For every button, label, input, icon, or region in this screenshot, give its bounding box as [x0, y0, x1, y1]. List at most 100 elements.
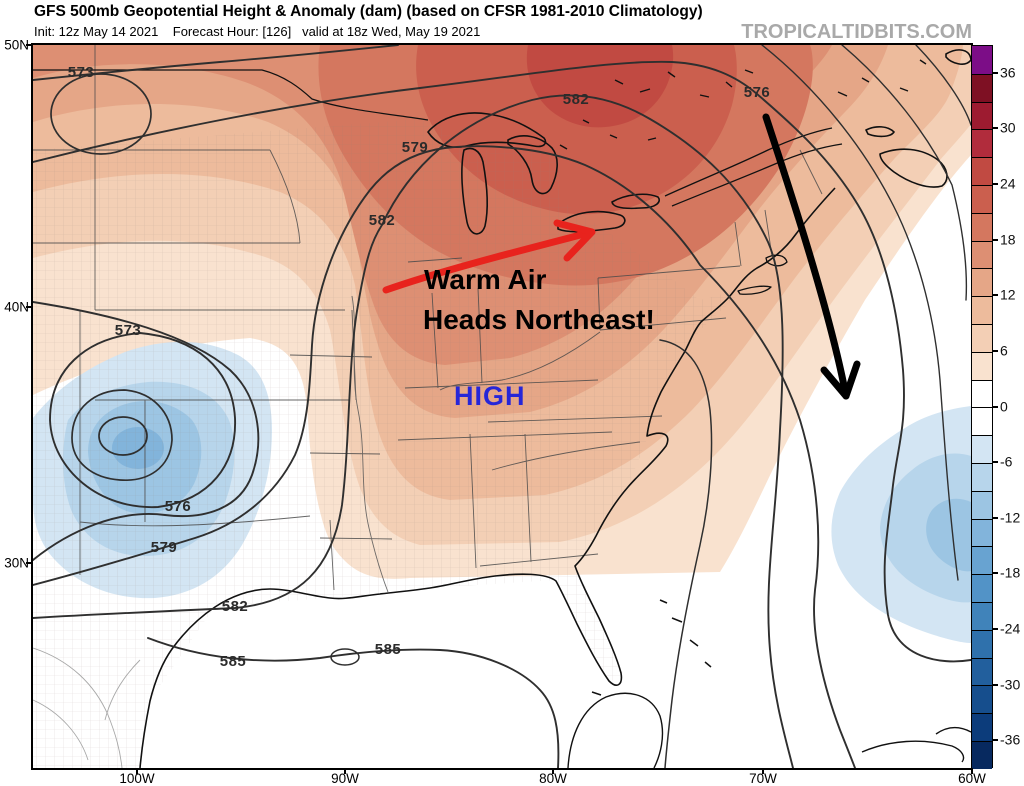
watermark: TROPICALTIDBITS.COM — [741, 21, 972, 43]
colorbar-label: 36 — [1000, 64, 1016, 81]
east-gulf-coastline — [139, 187, 836, 768]
annotation-arrows — [382, 113, 861, 400]
st-lawrence-river — [664, 127, 843, 207]
colorbar-segment — [972, 435, 992, 463]
colorbar-segment — [972, 574, 992, 602]
colorbar-segment — [972, 129, 992, 158]
colorbar-segment — [972, 296, 992, 324]
colorbar-segment — [972, 351, 992, 380]
contour-label: 579 — [150, 538, 178, 556]
colorbar-segment — [972, 184, 992, 213]
long-island — [737, 285, 772, 295]
colorbar-segment — [972, 740, 992, 769]
colorbar-tick — [993, 683, 998, 686]
colorbar-segment — [972, 629, 992, 658]
colorbar-segment — [972, 212, 992, 241]
colorbar-segment — [972, 713, 992, 741]
colorbar-segment — [972, 379, 992, 408]
contour-576-sw-wrap — [33, 301, 260, 561]
longitude-tick — [552, 768, 554, 774]
contour-northeast-fan-2 — [841, 45, 968, 301]
colorbar-segment — [972, 240, 992, 269]
black-arrow-head — [820, 360, 861, 400]
longitude-label: 90W — [331, 771, 359, 786]
contour-576-north — [33, 60, 971, 663]
contour-oval-northwest — [50, 73, 152, 155]
prince-edward-island — [865, 126, 895, 138]
colorbar-label: -36 — [1000, 731, 1021, 748]
colorbar-segment — [972, 101, 992, 130]
mississippi-river — [351, 295, 389, 593]
longitude-tick — [762, 768, 764, 774]
colorbar-label: 18 — [1000, 231, 1016, 248]
county-texture — [33, 118, 745, 768]
colorbar-label: 30 — [1000, 120, 1016, 137]
colorbar-segment — [972, 323, 992, 352]
longitude-label: 100W — [119, 771, 155, 786]
colorbar-tick — [993, 294, 998, 297]
colorbar-tick — [993, 461, 998, 464]
latitude-label: 30N — [4, 555, 29, 571]
latitude-label: 50N — [4, 37, 29, 53]
longitude-tick — [344, 768, 346, 774]
contour-label: 585 — [374, 640, 402, 658]
colorbar-tick — [993, 349, 998, 352]
lake-michigan — [461, 147, 488, 235]
state-lines — [33, 45, 823, 591]
colorbar — [971, 45, 993, 769]
colorbar-label: 0 — [1000, 398, 1008, 415]
colorbar-segment — [972, 157, 992, 185]
warm-level-24 — [526, 45, 674, 128]
contour-label: 582 — [562, 90, 590, 108]
nova-scotia — [879, 148, 948, 188]
colorbar-tick — [993, 572, 998, 575]
contour-582 — [33, 94, 794, 768]
latitude-tick — [26, 44, 33, 46]
colorbar-label: -30 — [1000, 676, 1021, 693]
coastlines — [33, 49, 971, 768]
annotation-warm-air-line2: Heads Northeast! — [423, 304, 655, 335]
mexico-state-lines — [33, 647, 141, 768]
colorbar-tick — [993, 739, 998, 742]
contour-label: 576 — [164, 497, 192, 515]
longitude-label: 80W — [539, 771, 567, 786]
contour-label: 582 — [368, 211, 396, 229]
longitude-tick — [136, 768, 138, 774]
longitude-tick — [971, 768, 973, 774]
colorbar-segment — [972, 490, 992, 519]
contour-label: 579 — [401, 138, 429, 156]
contour-label: 585 — [219, 652, 247, 670]
colorbar-tick — [993, 71, 998, 74]
page-title: GFS 500mb Geopotential Height & Anomaly … — [34, 3, 703, 20]
colorbar-label: 24 — [1000, 175, 1016, 192]
canadian-lakes — [559, 59, 927, 150]
yucatan-coastline — [567, 692, 664, 768]
red-arrow-shaft — [382, 229, 592, 294]
colorbar-tick — [993, 127, 998, 130]
contour-northeast-fan-3 — [915, 45, 971, 126]
latitude-tick — [26, 562, 33, 564]
contour-sw-innermost — [98, 416, 148, 456]
colorbar-segment — [972, 657, 992, 686]
contour-northeast-fan-1 — [761, 45, 959, 581]
contour-585-atlantic — [659, 339, 713, 768]
contour-585-gulf — [147, 637, 560, 768]
bahamas-islands — [591, 599, 712, 696]
colorbar-segment — [972, 407, 992, 436]
colorbar-segment — [972, 518, 992, 547]
colorbar-tick — [993, 516, 998, 519]
cold-anomaly-atlantic — [831, 406, 971, 643]
contour-579 — [33, 145, 856, 768]
contour-label: 576 — [743, 83, 771, 101]
colorbar-segment — [972, 546, 992, 575]
colorbar-tick — [993, 405, 998, 408]
state-boundaries — [33, 45, 823, 768]
newfoundland — [945, 49, 971, 65]
cuba-coastline — [861, 727, 971, 763]
colorbar-label: -24 — [1000, 620, 1021, 637]
contour-sw-inner-loop — [71, 389, 173, 481]
colorbar-tick — [993, 627, 998, 630]
colorbar-segment — [972, 462, 992, 491]
colorbar-segment — [972, 601, 992, 630]
